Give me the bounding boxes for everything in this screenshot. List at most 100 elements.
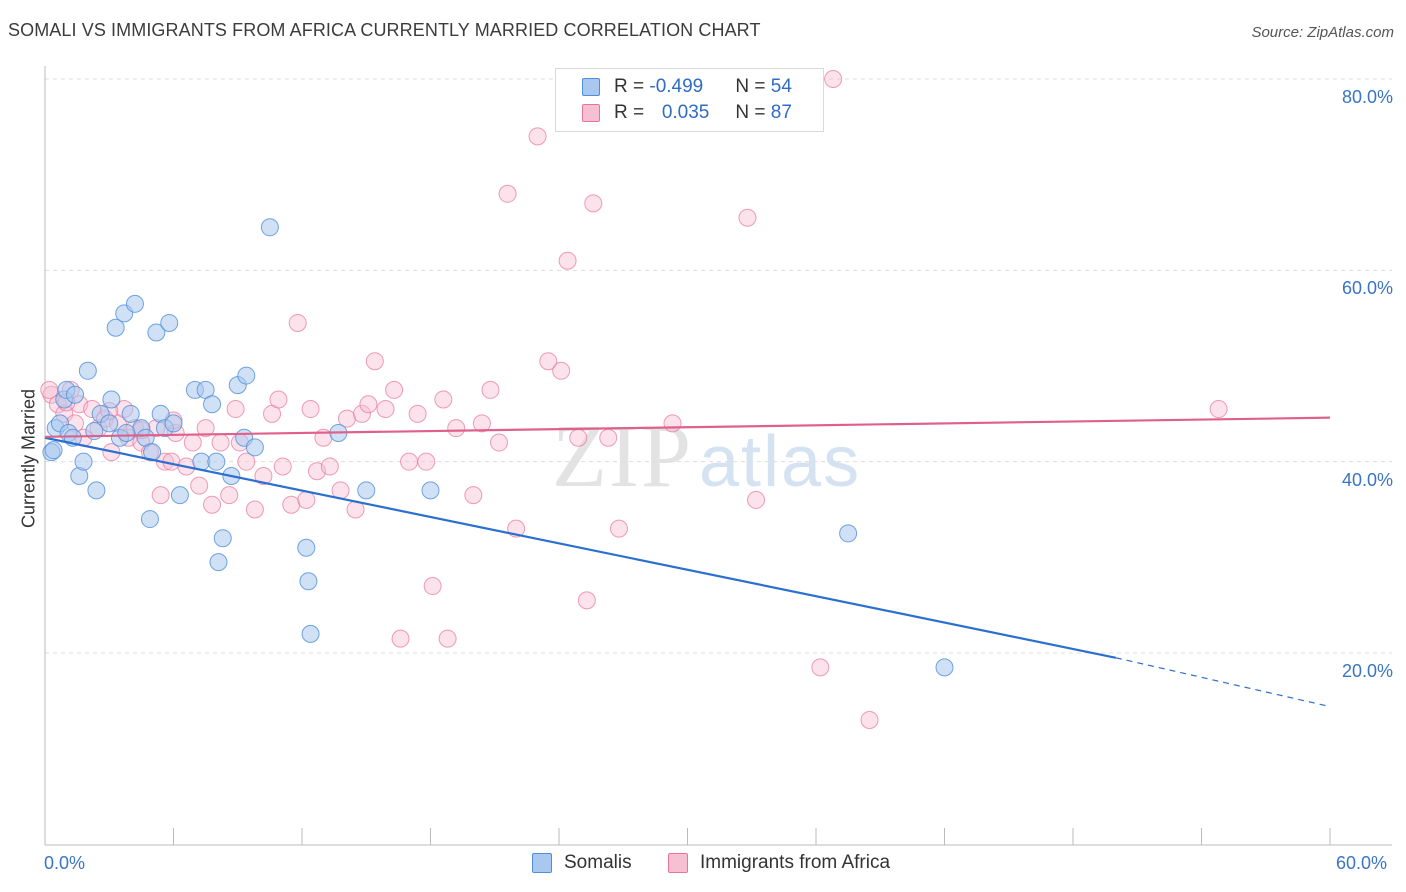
africa-point [824,70,843,88]
somali-point [78,361,97,380]
somali-point [147,323,166,342]
africa-point [273,457,292,476]
x-tick-label: 60.0% [1336,853,1388,873]
africa-point [498,184,517,203]
somali-point [357,481,376,500]
legend-swatch-africa [582,104,600,122]
africa-point [245,500,264,519]
africa-point [203,495,222,514]
somali-point [207,452,226,471]
y-tick-label: 80.0% [1341,87,1393,107]
somali-point [74,452,93,471]
africa-point [365,352,384,371]
series-swatch-somali [532,853,552,873]
africa-point [738,208,757,227]
africa-point [599,428,618,447]
series-label-africa: Immigrants from Africa [700,852,891,873]
africa-point [385,380,404,399]
africa-point [254,467,273,486]
africa-point [151,486,170,505]
legend-n-label: N = [735,102,771,123]
legend-r-value-somali: -0.499 [649,76,704,97]
africa-point [196,419,215,438]
africa-point [490,433,509,452]
somali-point [87,481,106,500]
somali-point [117,423,136,442]
africa-point [297,490,316,509]
africa-point [528,127,547,146]
africa-point [552,361,571,380]
somali-point [106,318,125,337]
legend-n-label: N = [735,76,771,97]
africa-point [663,414,682,433]
africa-point [558,251,577,270]
africa-point [438,629,457,648]
africa-point [237,452,256,471]
africa-point [320,457,339,476]
africa-point [183,433,202,452]
somali-point [203,395,222,414]
chart-source: Source: ZipAtlas.com [1251,24,1394,41]
somali-trend-extension [1115,657,1331,708]
somali-point [213,529,232,548]
africa-point [408,404,427,423]
somali-point [421,481,440,500]
africa-point [40,380,59,399]
legend-n-value-africa: 87 [770,102,792,123]
legend-r-value-africa: 0.035 [661,102,710,123]
series-legend-africa: Immigrants from Africa [668,852,890,874]
africa-point [301,400,320,419]
series-label-somali: Somalis [564,852,632,873]
africa-point [400,452,419,471]
africa-point [391,629,410,648]
somali-point [209,553,228,572]
africa-trend-line [44,416,1331,438]
somali-point [170,486,189,505]
somali-trend-line [44,436,1117,659]
africa-point [1209,400,1228,419]
somali-point [164,414,183,433]
africa-point [584,194,603,213]
africa-point [417,452,436,471]
series-legend-somali: Somalis [532,852,632,874]
somali-point [125,294,144,313]
africa-point [220,486,239,505]
africa-point [282,495,301,514]
series-legend: Somalis Immigrants from Africa [0,852,1406,876]
y-tick-label: 40.0% [1341,469,1393,490]
somali-point [297,538,316,557]
africa-point [434,390,453,409]
y-tick-label: 20.0% [1341,661,1393,681]
somali-point [160,313,179,332]
somali-point [102,390,121,409]
somali-point [299,572,318,591]
somali-point [121,404,140,423]
africa-point [609,519,628,538]
watermark-zip: ZIP [552,407,693,506]
legend-row-africa: R = 0.035 N = 87 [582,102,792,124]
y-axis-title: Currently Married [18,388,39,529]
africa-point [352,404,371,423]
somali-point [140,510,159,529]
legend-swatch-somali [582,78,600,96]
africa-point [481,380,500,399]
somali-point [260,218,279,237]
somali-point [935,658,954,677]
africa-point [226,400,245,419]
series-swatch-africa [668,853,688,873]
somali-point [245,438,264,457]
somali-point [237,366,256,385]
legend-r-label: R = [614,76,650,97]
africa-point [447,419,466,438]
africa-point [288,313,307,332]
legend-n-value-somali: 54 [770,76,792,97]
x-tick-label: 0.0% [44,853,86,873]
africa-point [269,390,288,409]
africa-point [423,577,442,596]
africa-point [539,352,558,371]
africa-point [577,591,596,610]
africa-point [811,658,830,677]
somali-point [301,624,320,643]
africa-point [464,486,483,505]
